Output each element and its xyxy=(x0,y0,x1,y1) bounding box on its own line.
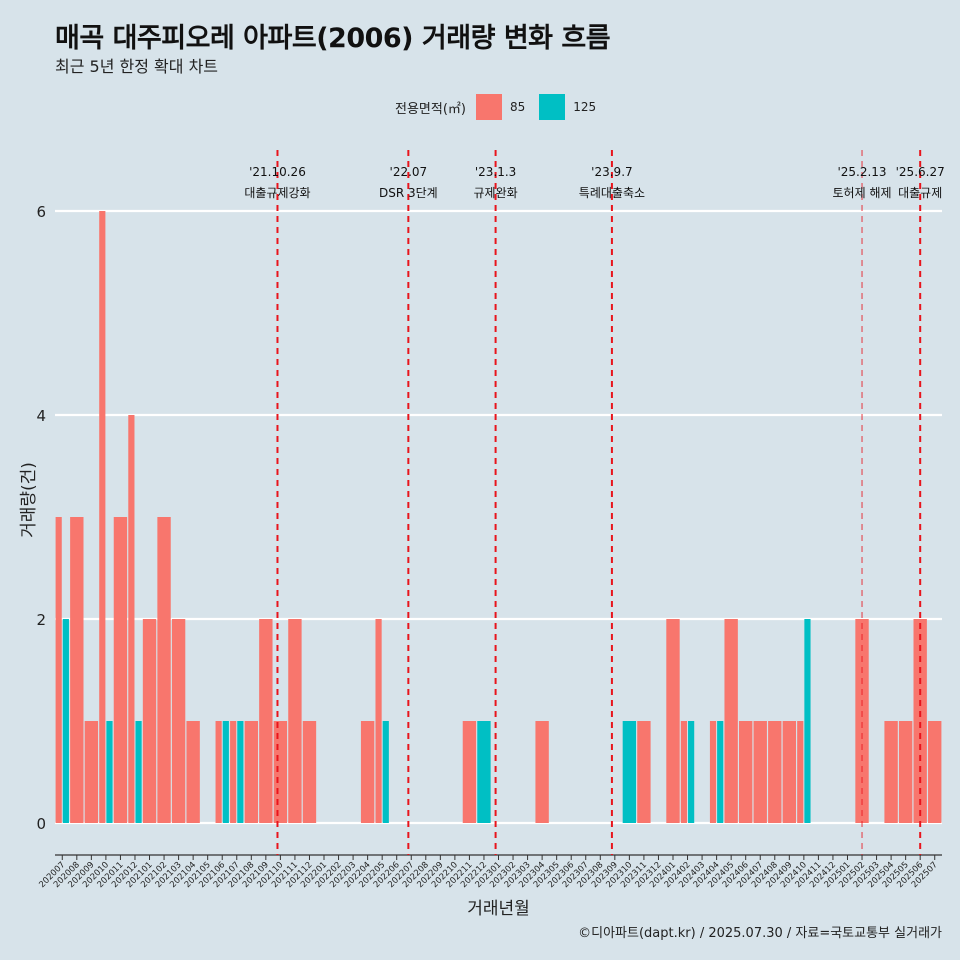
bar-85-202506 xyxy=(913,619,927,823)
bar-85-202101 xyxy=(142,619,157,823)
y-tick-label-4: 4 xyxy=(36,407,46,425)
legend-label-125: 125 xyxy=(573,100,597,114)
bar-85-202102 xyxy=(157,517,171,823)
event-date-1: '22.07 xyxy=(390,165,428,179)
bar-85-202405 xyxy=(724,619,738,823)
bar-85-202205 xyxy=(375,619,382,823)
bar-85-202407 xyxy=(753,721,767,823)
event-date-5: '25.6.27 xyxy=(896,165,945,179)
bar-125-202402 xyxy=(688,721,695,823)
bar-85-202108 xyxy=(244,721,258,823)
bar-125-202310 xyxy=(622,721,637,823)
bar-85-202401 xyxy=(666,619,680,823)
bar-85-202311 xyxy=(637,721,651,823)
bar-85-202504 xyxy=(884,721,898,823)
bar-125-202010 xyxy=(106,721,113,823)
bar-85-202406 xyxy=(739,721,753,823)
bar-85-202507 xyxy=(928,721,942,823)
y-tick-label-0: 0 xyxy=(36,815,46,833)
bar-85-202109 xyxy=(259,619,273,823)
event-label-0: 대출규제강화 xyxy=(244,186,310,200)
legend-label-85: 85 xyxy=(509,100,526,114)
bar-125-202012 xyxy=(135,721,142,823)
bar-85-202012 xyxy=(128,415,135,823)
bar-85-202009 xyxy=(84,721,99,823)
bar-85-202505 xyxy=(898,721,913,823)
bar-85-202008 xyxy=(70,517,84,823)
bar-85-202007 xyxy=(55,517,62,823)
y-tick-label-2: 2 xyxy=(36,611,46,629)
bar-85-202104 xyxy=(186,721,200,823)
legend: 전용면적(㎡) 85 125 xyxy=(395,94,610,120)
event-date-0: '21.10.26 xyxy=(249,165,306,179)
bar-85-202204 xyxy=(360,721,375,823)
bar-85-202409 xyxy=(782,721,797,823)
bar-85-202103 xyxy=(171,619,186,823)
legend-title: 전용면적(㎡) xyxy=(395,101,466,117)
bar-125-202212 xyxy=(477,721,491,823)
legend-key-85 xyxy=(475,94,502,120)
event-label-5: 대출규제 xyxy=(898,186,942,200)
bar-125-202107 xyxy=(237,721,244,823)
event-date-3: '23.9.7 xyxy=(591,165,632,179)
bar-125-202404 xyxy=(717,721,724,823)
bar-85-202402 xyxy=(680,721,688,823)
bar-125-202410 xyxy=(804,619,811,823)
bar-85-202106 xyxy=(215,721,222,823)
event-date-4: '25.2.13 xyxy=(837,165,886,179)
bar-85-202010 xyxy=(99,211,106,823)
chart-title: 매곡 대주피오레 아파트(2006) 거래량 변화 흐름 xyxy=(55,23,611,54)
bar-85-202502 xyxy=(855,619,869,823)
bar-85-202404 xyxy=(709,721,717,823)
bar-85-202408 xyxy=(768,721,782,823)
bar-85-202112 xyxy=(302,721,317,823)
y-axis-title: 거래량(건) xyxy=(19,462,39,538)
event-label-4: 토허제 해제 xyxy=(833,186,892,200)
event-label-1: DSR 3단계 xyxy=(379,186,438,200)
bar-85-202410 xyxy=(797,721,804,823)
y-tick-label-6: 6 xyxy=(36,203,46,221)
bar-85-202107 xyxy=(230,721,237,823)
bar-85-202211 xyxy=(462,721,477,823)
legend-key-125 xyxy=(539,94,566,120)
event-label-3: 특례대출축소 xyxy=(579,186,645,200)
bar-85-202011 xyxy=(113,517,128,823)
bar-125-202106 xyxy=(222,721,229,823)
event-label-2: 규제완화 xyxy=(474,186,518,200)
source-caption: ©디아파트(dapt.kr) / 2025.07.30 / 자료=국토교통부 실… xyxy=(578,926,942,941)
bar-85-202111 xyxy=(288,619,302,823)
x-axis-title: 거래년월 xyxy=(467,899,530,919)
bar-125-202205 xyxy=(382,721,389,823)
bar-85-202304 xyxy=(535,721,549,823)
chart-subtitle: 최근 5년 한정 확대 차트 xyxy=(55,57,219,76)
event-date-2: '23.1.3 xyxy=(475,165,516,179)
bar-85-202110 xyxy=(273,721,288,823)
bar-125-202007 xyxy=(62,619,69,823)
